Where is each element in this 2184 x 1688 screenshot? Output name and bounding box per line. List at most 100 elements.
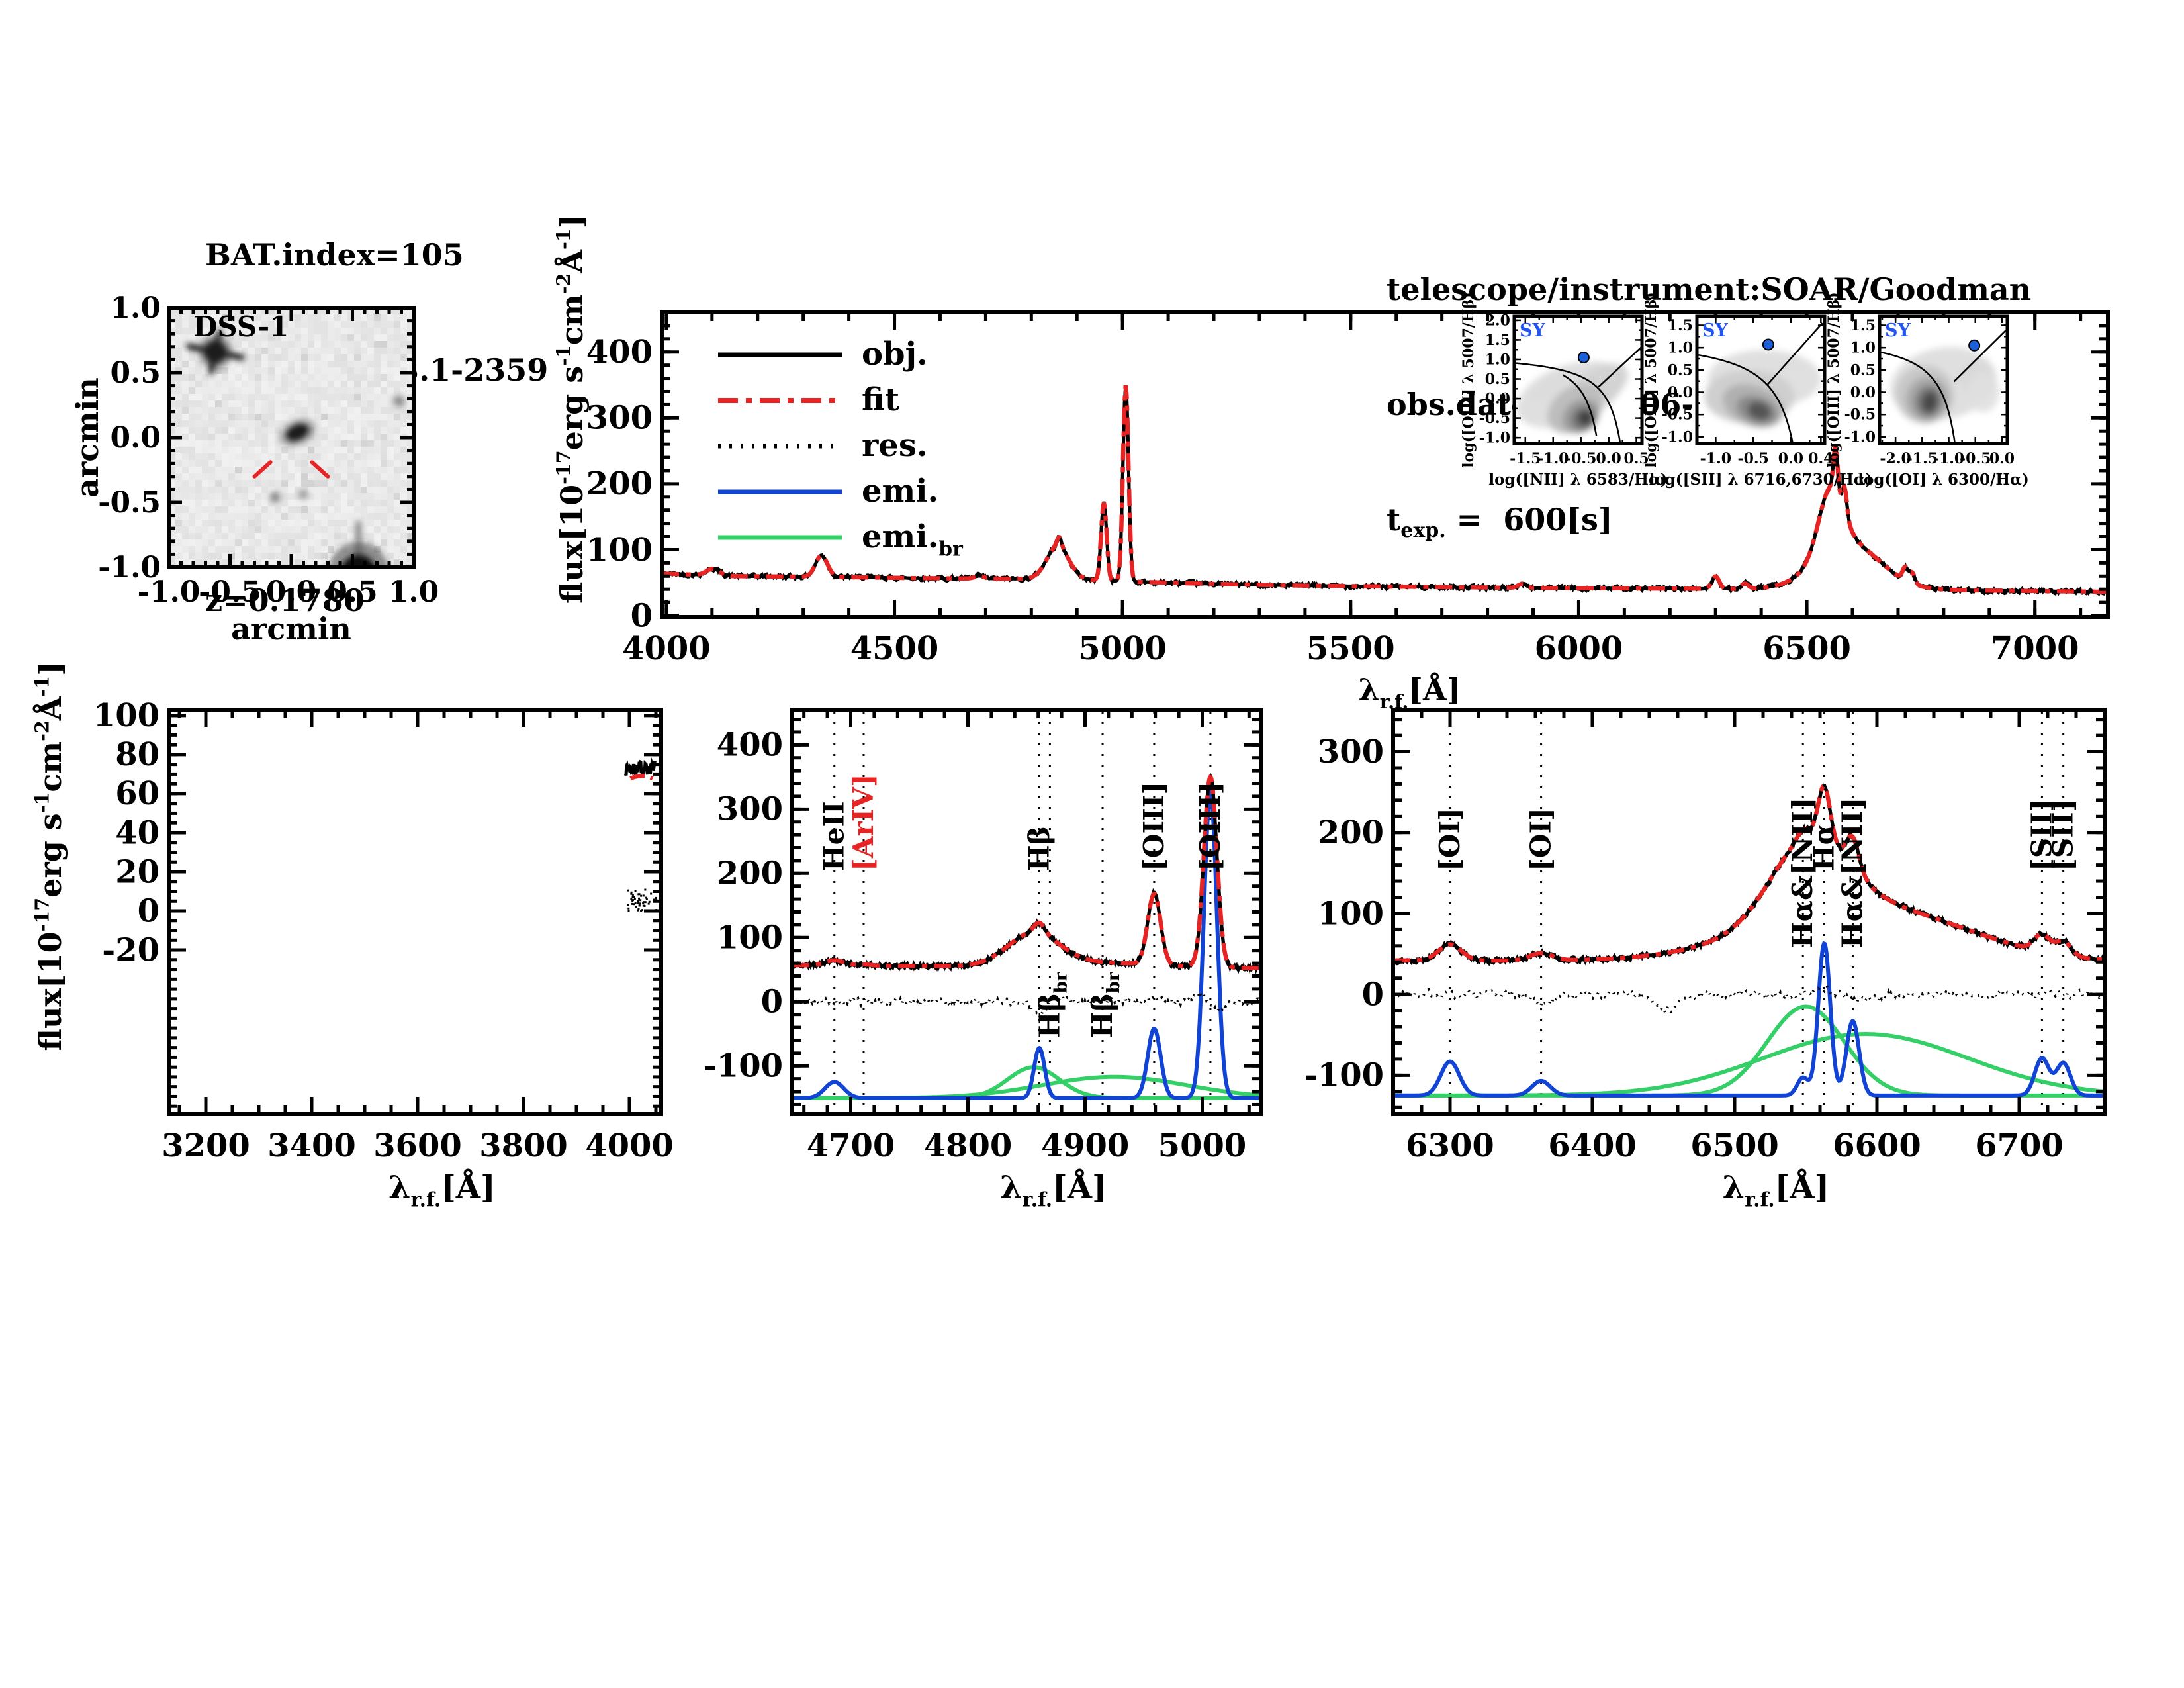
noise-cell (394, 381, 400, 387)
noise-cell (202, 520, 208, 526)
noise-cell (407, 493, 414, 500)
noise-cell (394, 487, 400, 493)
res-dot (642, 901, 645, 904)
noise-cell (288, 361, 295, 367)
demarcation-line (1953, 329, 2006, 383)
noise-cell (400, 321, 407, 328)
noise-cell (215, 520, 222, 526)
noise-cell (400, 553, 407, 559)
noise-cell (261, 374, 268, 381)
noise-cell (387, 447, 394, 453)
noise-cell (248, 487, 255, 493)
x-tick-label: 0.5 (1623, 450, 1649, 467)
noise-cell (248, 559, 255, 566)
noise-cell (189, 467, 195, 473)
noise-cell (175, 374, 182, 381)
line-label-[OI]: [OI] (1525, 808, 1557, 871)
noise-cell (175, 447, 182, 453)
noise-cell (308, 533, 314, 539)
noise-cell (189, 400, 195, 407)
noise-cell (394, 374, 400, 381)
noise-cell (189, 361, 195, 367)
x-tick-label: 4000 (622, 630, 711, 667)
noise-cell (248, 374, 255, 381)
noise-cell (374, 367, 381, 374)
zoom-hbeta-data (794, 712, 1259, 1112)
noise-cell (255, 427, 261, 434)
noise-cell (308, 308, 314, 314)
noise-cell (301, 460, 308, 467)
noise-cell (328, 520, 334, 526)
noise-cell (208, 487, 215, 493)
noise-cell (222, 487, 228, 493)
noise-cell (394, 553, 400, 559)
noise-cell (400, 394, 407, 400)
noise-cell (208, 407, 215, 414)
noise-cell (361, 526, 367, 533)
noise-cell (268, 559, 275, 566)
noise-cell (208, 473, 215, 480)
noise-cell (347, 367, 354, 374)
noise-cell (175, 506, 182, 513)
noise-cell (275, 374, 281, 381)
noise-cell (248, 361, 255, 367)
noise-cell (361, 354, 367, 361)
noise-cell (222, 539, 228, 546)
noise-cell (334, 308, 341, 314)
noise-cell (222, 314, 228, 321)
noise-cell (367, 348, 374, 354)
emi-curve (794, 788, 1259, 1100)
noise-cell (182, 520, 189, 526)
noise-cell (321, 546, 328, 553)
noise-cell (374, 400, 381, 407)
res-dot (627, 907, 630, 910)
noise-cell (301, 361, 308, 367)
noise-cell (255, 381, 261, 387)
noise-cell (400, 513, 407, 520)
noise-cell (182, 420, 189, 427)
noise-cell (328, 539, 334, 546)
res-dot (641, 909, 644, 912)
res-dot (635, 905, 637, 908)
y-tick-label: 400 (586, 334, 653, 371)
noise-cell (354, 506, 361, 513)
noise-cell (308, 394, 314, 400)
noise-cell (374, 314, 381, 321)
noise-cell (354, 493, 361, 500)
noise-cell (308, 407, 314, 414)
noise-cell (308, 526, 314, 533)
noise-cell (255, 354, 261, 361)
noise-cell (354, 341, 361, 348)
noise-cell (182, 427, 189, 434)
noise-cell (182, 381, 189, 387)
dss-ylabel: arcmin (69, 377, 105, 498)
noise-cell (361, 480, 367, 487)
noise-cell (361, 314, 367, 321)
bpt-xlabel: log([SII] λ 6716,6730/Hα) (1649, 471, 1873, 489)
noise-cell (182, 354, 189, 361)
noise-cell (195, 361, 202, 367)
noise-cell (255, 348, 261, 354)
noise-cell (347, 500, 354, 506)
noise-cell (314, 387, 321, 394)
noise-cell (195, 374, 202, 381)
noise-cell (255, 493, 261, 500)
noise-cell (301, 513, 308, 520)
noise-cell (175, 480, 182, 487)
noise-cell (242, 453, 248, 460)
noise-cell (189, 440, 195, 447)
noise-cell (228, 367, 235, 374)
noise-cell (182, 407, 189, 414)
noise-cell (400, 467, 407, 473)
noise-cell (182, 367, 189, 374)
noise-cell (182, 453, 189, 460)
noise-cell (308, 500, 314, 506)
noise-cell (328, 381, 334, 387)
noise-cell (208, 467, 215, 473)
noise-cell (347, 328, 354, 334)
noise-cell (242, 308, 248, 314)
noise-cell (255, 553, 261, 559)
x-tick-label: -0.5 (199, 575, 261, 609)
noise-cell (228, 480, 235, 487)
